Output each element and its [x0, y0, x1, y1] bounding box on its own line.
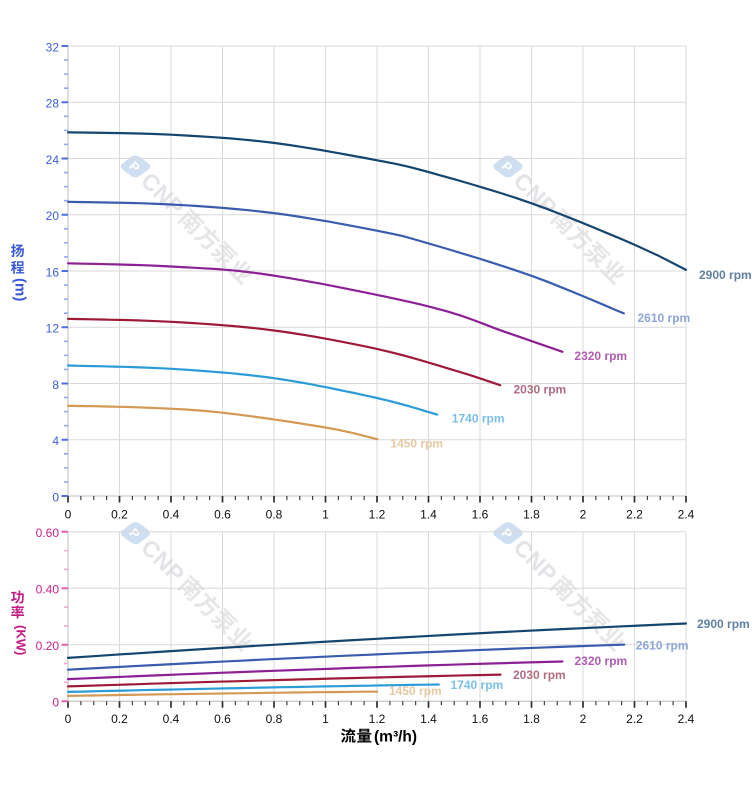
svg-text:1: 1: [322, 507, 329, 521]
svg-text:12: 12: [46, 322, 60, 336]
svg-text:0: 0: [52, 696, 59, 710]
svg-text:2.4: 2.4: [678, 712, 695, 726]
svg-text:2320 rpm: 2320 rpm: [574, 349, 627, 363]
svg-text:2030 rpm: 2030 rpm: [513, 668, 566, 682]
svg-text:(KW): (KW): [14, 625, 29, 655]
svg-text:0.6: 0.6: [214, 507, 231, 521]
svg-text:2: 2: [580, 712, 587, 726]
svg-text:0.20: 0.20: [36, 639, 60, 653]
svg-text:2.2: 2.2: [626, 507, 643, 521]
svg-text:0: 0: [65, 712, 72, 726]
svg-text:1740 rpm: 1740 rpm: [452, 412, 505, 426]
svg-text:1: 1: [322, 712, 329, 726]
svg-text:0.2: 0.2: [111, 712, 128, 726]
svg-text:2900 rpm: 2900 rpm: [699, 268, 752, 282]
svg-text:1.2: 1.2: [369, 712, 386, 726]
svg-text:0.8: 0.8: [266, 712, 283, 726]
svg-text:2.4: 2.4: [678, 507, 695, 521]
svg-text:28: 28: [46, 97, 60, 111]
svg-text:1.4: 1.4: [420, 507, 437, 521]
svg-text:1.2: 1.2: [369, 507, 386, 521]
svg-text:0.8: 0.8: [266, 507, 283, 521]
svg-text:1.4: 1.4: [420, 712, 437, 726]
svg-text:0.2: 0.2: [111, 507, 128, 521]
svg-text:2610 rpm: 2610 rpm: [638, 311, 691, 325]
svg-text:1450 rpm: 1450 rpm: [390, 437, 443, 451]
svg-text:2.2: 2.2: [626, 712, 643, 726]
svg-text:16: 16: [46, 265, 60, 279]
svg-text:2030 rpm: 2030 rpm: [514, 383, 567, 397]
svg-text:2: 2: [580, 507, 587, 521]
svg-text:0: 0: [52, 490, 59, 504]
svg-text:0.4: 0.4: [163, 712, 180, 726]
svg-text:8: 8: [52, 378, 59, 392]
svg-text:4: 4: [52, 434, 59, 448]
svg-text:32: 32: [46, 40, 60, 54]
svg-text:1.6: 1.6: [472, 507, 489, 521]
svg-text:(m): (m): [12, 278, 29, 301]
svg-text:1.8: 1.8: [523, 712, 540, 726]
svg-text:2320 rpm: 2320 rpm: [575, 654, 628, 668]
svg-text:1450 rpm: 1450 rpm: [389, 684, 442, 698]
svg-text:0: 0: [65, 507, 72, 521]
svg-text:0.60: 0.60: [36, 526, 60, 540]
svg-text:2610 rpm: 2610 rpm: [636, 639, 689, 653]
svg-text:2900 rpm: 2900 rpm: [697, 617, 750, 631]
svg-text:0.40: 0.40: [36, 583, 60, 597]
svg-text:1740 rpm: 1740 rpm: [451, 678, 504, 692]
svg-text:20: 20: [46, 209, 60, 223]
svg-text:1.6: 1.6: [472, 712, 489, 726]
svg-text:24: 24: [46, 153, 60, 167]
svg-text:0.4: 0.4: [163, 507, 180, 521]
svg-text:0.6: 0.6: [214, 712, 231, 726]
svg-text:(m³/h): (m³/h): [374, 729, 417, 746]
svg-text:1.8: 1.8: [523, 507, 540, 521]
